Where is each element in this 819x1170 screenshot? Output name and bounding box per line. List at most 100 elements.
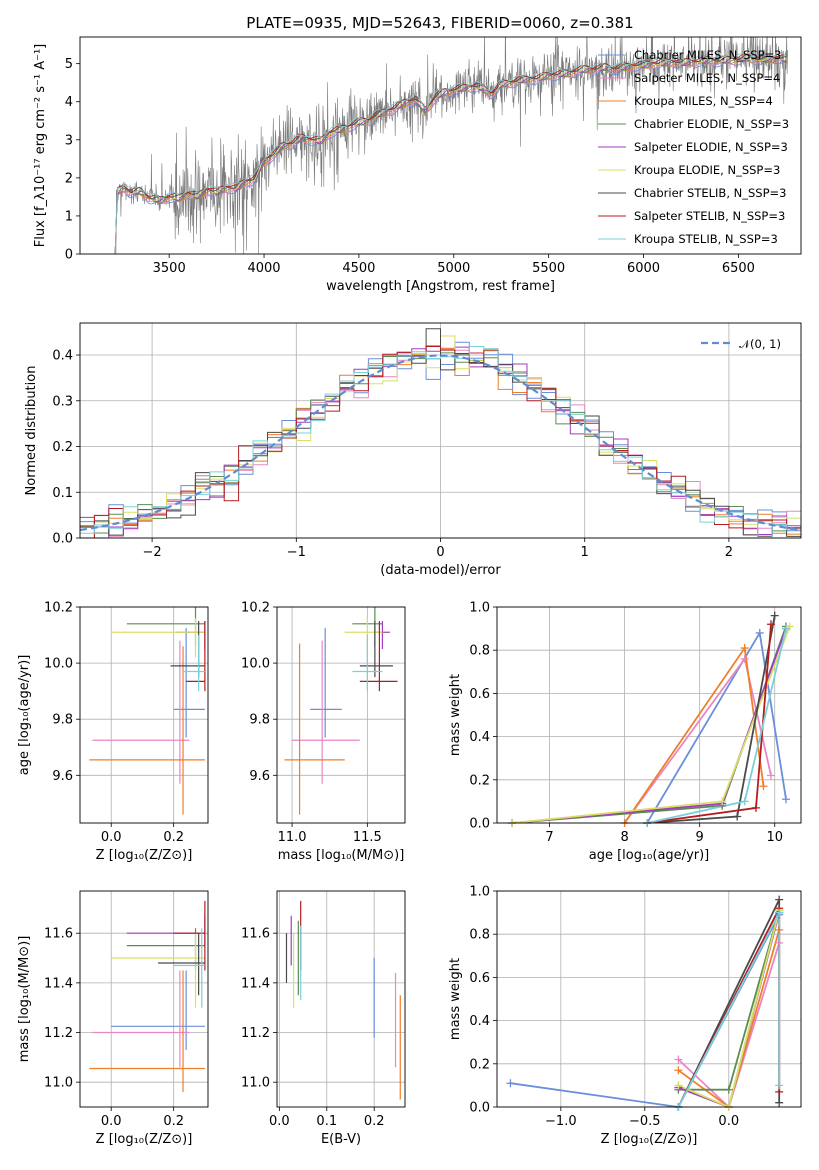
axes-frame (276, 606, 406, 824)
weight-marker-chabrier-stelib (733, 812, 742, 821)
plot-area-age-vs-mass (284, 607, 398, 815)
axes-frame (496, 606, 802, 824)
weight-marker-kroupa-miles (674, 1066, 683, 1075)
x-tick-label: 0.2 (163, 1114, 184, 1129)
weight-marker-chabrier-stelib (770, 611, 779, 620)
y-tick-label: 0.2 (469, 1057, 490, 1072)
x-tick-label: 5500 (532, 261, 565, 276)
x-tick-label: 4500 (342, 261, 375, 276)
model-spectrum-kroupa-stelib (114, 52, 788, 254)
x-tick-label: 3500 (153, 261, 186, 276)
panel-mass-weight-vs-Z: −1.0 −0.5 0.0 0.0 0.2 0.4 0.6 0.8 1.0 Z [log₁₀(Z/… (448, 885, 802, 1147)
weight-marker-salpeter-miles (674, 1055, 683, 1064)
panel-mass-vs-Z: 0.0 0.2 11.0 11.2 11.4 11.6 Z [log₁₀(Z/Z⊙)] mas… (17, 890, 209, 1147)
y-tick-label: 1.0 (469, 885, 490, 900)
y-tick-label: 11.6 (241, 927, 270, 942)
legend-label-chabrier-miles: Chabrier MILES, N_SSP=3 (634, 48, 781, 62)
panels: 3500 4000 4500 5000 5500 6000 6500 0 1 2 3 4 5 wavele… (17, 36, 802, 1147)
y-tick-label: 0 (65, 248, 73, 263)
axes-frame (79, 890, 209, 1108)
weight-marker-kroupa-elodie (674, 1081, 683, 1090)
y-tick-label: 0.1 (52, 486, 73, 501)
weight-marker-chabrier-stelib (775, 895, 784, 904)
x-tick-label: −1 (287, 545, 306, 560)
y-tick-label: 0.3 (52, 394, 73, 409)
y-tick-label: 10.2 (241, 601, 270, 616)
y-axis-label: Flux [f_λ10⁻¹⁷ erg cm⁻² s⁻¹ A⁻¹] (33, 44, 48, 248)
x-axis-label: wavelength [Angstrom, rest frame] (326, 279, 555, 294)
panel-spectrum: 3500 4000 4500 5000 5500 6000 6500 0 1 2 3 4 5 wavele… (33, 36, 802, 294)
y-tick-label: 0.2 (52, 440, 73, 455)
axes-frame (79, 36, 802, 255)
x-tick-label: 6000 (627, 261, 660, 276)
panel-mass-weight-vs-age: 7 8 9 10 0.0 0.2 0.4 0.6 0.8 1.0 age [log₁₀(age/yr… (448, 601, 802, 863)
legend-spectrum: Chabrier MILES, N_SSP=3 Salpeter MILES, N… (598, 48, 789, 246)
y-tick-label: 0.6 (469, 971, 490, 986)
x-tick-label: 11.5 (353, 830, 382, 845)
x-tick-label: 0.1 (316, 1114, 337, 1129)
weight-marker-salpeter-stelib (766, 620, 775, 629)
legend-label-salpeter-stelib: Salpeter STELIB, N_SSP=3 (634, 209, 785, 223)
x-axis-label: Z [log₁₀(Z/Z⊙)] (96, 1132, 193, 1147)
axes-frame (276, 890, 406, 1108)
plot-area-mass-vs-Z (89, 900, 206, 1093)
plot-area-mass-vs-EBV (285, 900, 401, 1100)
y-tick-label: 11.0 (44, 1076, 73, 1091)
weight-line-kroupa-elodie (678, 910, 781, 1107)
y-tick-label: 0.0 (469, 817, 490, 832)
x-tick-label: 10 (766, 830, 783, 845)
x-tick-label: 0 (436, 545, 444, 560)
weight-marker-kroupa-elodie (718, 797, 727, 806)
y-tick-label: 9.6 (249, 769, 270, 784)
legend-label-salpeter-miles: Salpeter MILES, N_SSP=4 (634, 71, 780, 85)
legend-residuals: 𝒩(0, 1) (701, 337, 781, 351)
weight-marker-chabrier-elodie (724, 1085, 733, 1094)
y-tick-label: 11.2 (44, 1026, 73, 1041)
weight-marker-kroupa-stelib (781, 624, 790, 633)
legend-label-kroupa-stelib: Kroupa STELIB, N_SSP=3 (634, 232, 778, 246)
y-tick-label: 11.4 (44, 976, 73, 991)
y-tick-label: 0.4 (52, 349, 73, 364)
axes-frame (79, 606, 209, 824)
y-axis-label: mass [log₁₀(M/M⊙)] (17, 936, 32, 1063)
weight-marker-salpeter-miles (775, 938, 784, 947)
x-tick-label: 6500 (722, 261, 755, 276)
plot-area-mass-weight-vs-age (511, 615, 791, 823)
x-tick-label: 0.0 (101, 830, 122, 845)
weight-marker-kroupa-miles (759, 782, 768, 791)
x-tick-label: 8 (620, 830, 628, 845)
x-axis-label: (data-model)/error (380, 563, 501, 578)
weight-marker-kroupa-stelib (740, 797, 749, 806)
panel-age-vs-Z: 0.0 0.2 9.6 9.8 10.0 10.2 Z [log₁₀(Z/Z⊙)] age [… (17, 601, 209, 863)
y-tick-label: 0.8 (469, 928, 490, 943)
x-tick-label: 7 (545, 830, 553, 845)
weight-line-kroupa-miles (677, 929, 781, 1107)
plot-area-residuals (80, 328, 801, 538)
y-tick-label: 10.0 (241, 657, 270, 672)
legend-label-salpeter-elodie: Salpeter ELODIE, N_SSP=3 (634, 140, 788, 154)
x-axis-label: Z [log₁₀(Z/Z⊙)] (601, 1132, 698, 1147)
weight-line-kroupa-miles (623, 645, 765, 823)
legend-label-kroupa-elodie: Kroupa ELODIE, N_SSP=3 (634, 163, 780, 177)
y-tick-label: 10.2 (44, 601, 73, 616)
x-tick-label: 0.2 (364, 1114, 385, 1129)
y-axis-label: mass weight (448, 674, 463, 756)
weight-marker-kroupa-miles (775, 925, 784, 934)
plot-area-age-vs-Z (89, 607, 206, 815)
y-tick-label: 0.4 (469, 1014, 490, 1029)
y-tick-label: 11.0 (241, 1076, 270, 1091)
legend-label-kroupa-miles: Kroupa MILES, N_SSP=4 (634, 94, 773, 108)
y-axis-label: Normed distribution (24, 366, 39, 496)
weight-marker-chabrier-miles (755, 628, 764, 637)
model-spectrum-kroupa-miles (114, 58, 788, 254)
panel-age-vs-mass: 11.0 11.5 9.6 9.8 10.0 10.2 mass [log₁₀(M/M⊙)] (241, 601, 406, 863)
axes-frame (496, 890, 802, 1108)
weight-marker-salpeter-stelib (751, 803, 760, 812)
y-axis-label: mass weight (448, 958, 463, 1040)
normal-curve (80, 354, 801, 532)
legend-label-normal: 𝒩(0, 1) (739, 337, 781, 351)
y-tick-label: 11.4 (241, 976, 270, 991)
plot-area-spectrum (114, 37, 788, 254)
model-spectrum-salpeter-miles (114, 59, 787, 254)
y-tick-label: 0.0 (469, 1101, 490, 1116)
